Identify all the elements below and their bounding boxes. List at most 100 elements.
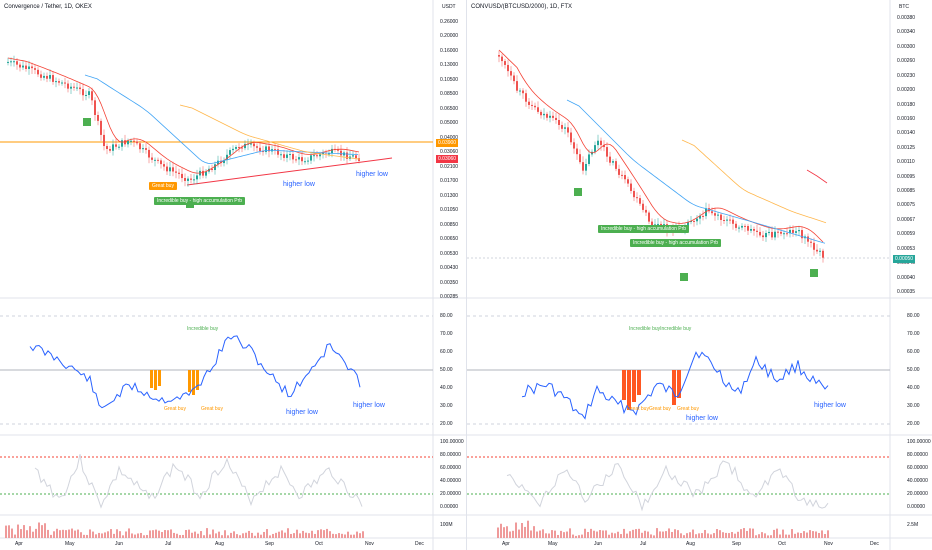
rsi-signal-bar [158, 370, 161, 386]
volume-bar [596, 531, 598, 538]
volume-bar [23, 525, 25, 538]
volume-bar [170, 529, 172, 538]
volume-bar [659, 531, 661, 538]
axis-tick-label: 0.00053 [897, 245, 916, 252]
volume-bar [524, 526, 526, 538]
volume-bars [497, 520, 829, 538]
volume-bar [86, 534, 88, 538]
volume-bar [263, 531, 265, 538]
candle-body [642, 203, 644, 210]
month-label: Sep [265, 541, 274, 547]
candle-body [792, 229, 794, 233]
candle-body [346, 152, 348, 159]
volume-bar [668, 528, 670, 538]
volume-bar [179, 535, 181, 538]
candle-body [148, 149, 150, 158]
candle-body [187, 178, 189, 181]
volume-bar [236, 534, 238, 538]
candle-body [534, 105, 536, 108]
axis-tick-label: 0.03060 [440, 149, 459, 156]
candle-body [711, 211, 713, 214]
volume-bar [515, 522, 517, 538]
candle-body [181, 173, 183, 179]
axis-tick-label: 0.00085 [897, 188, 916, 195]
candle-body [253, 143, 255, 147]
volume-bar [125, 531, 127, 538]
volume-bar [782, 529, 784, 538]
candle-body [340, 150, 342, 156]
candle-body [624, 175, 626, 180]
candle-body [582, 162, 584, 171]
chart-title: Convergence / Tether, 1D, OKEX [4, 4, 92, 10]
volume-bar [599, 530, 601, 538]
candle-body [579, 154, 581, 163]
candle-body [79, 87, 81, 90]
candle-body [259, 147, 261, 152]
candle-body [630, 183, 632, 191]
candle-body [555, 117, 557, 121]
volume-bar [164, 530, 166, 538]
ema-line [7, 57, 360, 174]
volume-bar [113, 533, 115, 538]
candle-body [190, 178, 192, 180]
volume-bar [140, 532, 142, 538]
volume-bar [707, 533, 709, 538]
axis-tick-label: 40.00000 [907, 478, 928, 484]
axis-tick-label: 0.00300 [897, 43, 916, 50]
volume-bar [815, 531, 817, 538]
ma-orange-line [681, 139, 827, 224]
axis-tick-label: 0.05000 [440, 120, 459, 127]
volume-bar [320, 529, 322, 538]
volume-bar [530, 530, 532, 538]
rsi-incredible-note: Incredible buy [187, 326, 219, 332]
candle-body [112, 144, 114, 151]
volume-bar [230, 532, 232, 538]
volume-bar [209, 534, 211, 538]
volume-bar [593, 530, 595, 538]
chart-title: CONVUSD/(BTCUSD/2000), 1D, FTX [471, 4, 573, 10]
candle-body [615, 161, 617, 169]
volume-bar [212, 529, 214, 538]
candle-body [588, 154, 590, 165]
rsi-great-note: Great buy [164, 406, 186, 412]
ma-blue-line [84, 74, 359, 164]
rsi-higher-low-note: higher low [814, 402, 846, 409]
volume-bar [77, 529, 79, 538]
left-chart-panel[interactable]: Convergence / Tether, 1D, OKEX USDT 0.26… [0, 0, 466, 550]
volume-bar [338, 533, 340, 538]
volume-bar [650, 534, 652, 538]
candle-body [516, 81, 518, 91]
candle-body [522, 90, 524, 94]
volume-bar [566, 531, 568, 538]
axis-tick-label: 0.00140 [897, 130, 916, 137]
volume-bar [11, 528, 13, 538]
volume-bar [119, 531, 121, 538]
candle-body [603, 145, 605, 148]
volume-bar [98, 532, 100, 538]
volume-bar [35, 528, 37, 538]
volume-bar [71, 528, 73, 538]
candle-body [355, 155, 357, 159]
axis-tick-label: 0.00230 [897, 72, 916, 79]
candle-body [540, 111, 542, 116]
volume-bar [824, 534, 826, 538]
volume-bar [326, 528, 328, 538]
candle-body [358, 158, 360, 161]
volume-bar [56, 528, 58, 538]
rsi-signal-bar [622, 370, 626, 400]
candle-body [699, 215, 701, 219]
volume-bar [311, 530, 313, 538]
volume-bar [158, 530, 160, 538]
volume-bar [701, 533, 703, 538]
candles [7, 55, 360, 187]
volume-bar [152, 530, 154, 538]
volume-bar [512, 530, 514, 538]
candle-body [67, 83, 69, 89]
candle-body [735, 223, 737, 228]
volume-bar [809, 530, 811, 538]
month-label: Sep [732, 541, 741, 547]
right-chart-panel[interactable]: CONVUSD/(BTCUSD/2000), 1D, FTX BTC 0.003… [466, 0, 932, 550]
candle-body [750, 228, 752, 231]
volume-bar [797, 532, 799, 538]
price-badge: 0.03060 [436, 155, 459, 163]
